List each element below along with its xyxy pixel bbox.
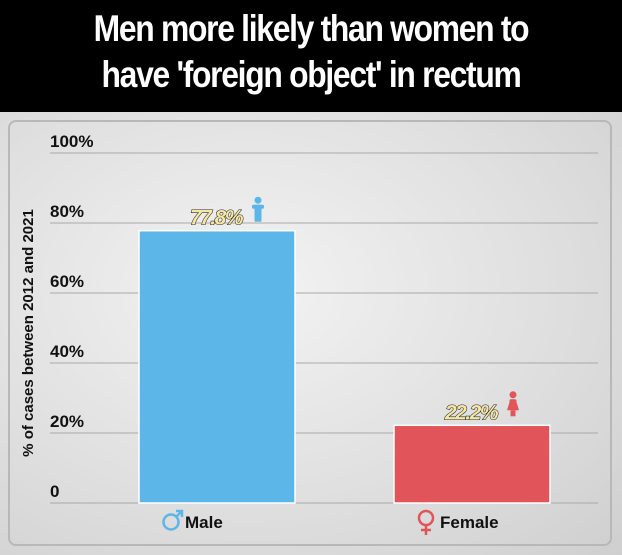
category-labels: Male Female [162,509,499,535]
y-tick-label: 20% [50,412,84,431]
y-axis-label: % of cases between 2012 and 2021 [20,209,37,457]
male-person-icon [252,196,264,222]
y-tick-label: 40% [50,342,84,361]
male-symbol-icon [162,509,184,531]
y-tick-label: 0 [50,482,59,501]
female-symbol-icon [417,509,435,535]
bar-male [138,229,296,504]
header: Men more likely than women to have 'fore… [0,0,622,112]
data-label-male: 77.8% [190,207,244,230]
category-label-male: Male [185,513,223,532]
data-labels: 77.8% 22.2% [189,196,519,425]
chart-title-line-2: have 'foreign object' in rectum [101,54,522,95]
y-tick-label: 60% [50,272,84,291]
category-label-female: Female [440,513,499,532]
chart-frame [8,120,612,546]
y-tick-label: 80% [50,202,84,221]
female-person-icon [507,391,519,417]
y-axis-ticks: 0 20% 40% 60% 80% 100% [50,132,93,501]
bars [138,229,551,504]
bar-female [393,424,551,504]
data-label-female: 22.2% [444,401,499,424]
y-tick-label: 100% [50,132,93,151]
chart-title-line-1: Men more likely than women to [93,8,530,49]
